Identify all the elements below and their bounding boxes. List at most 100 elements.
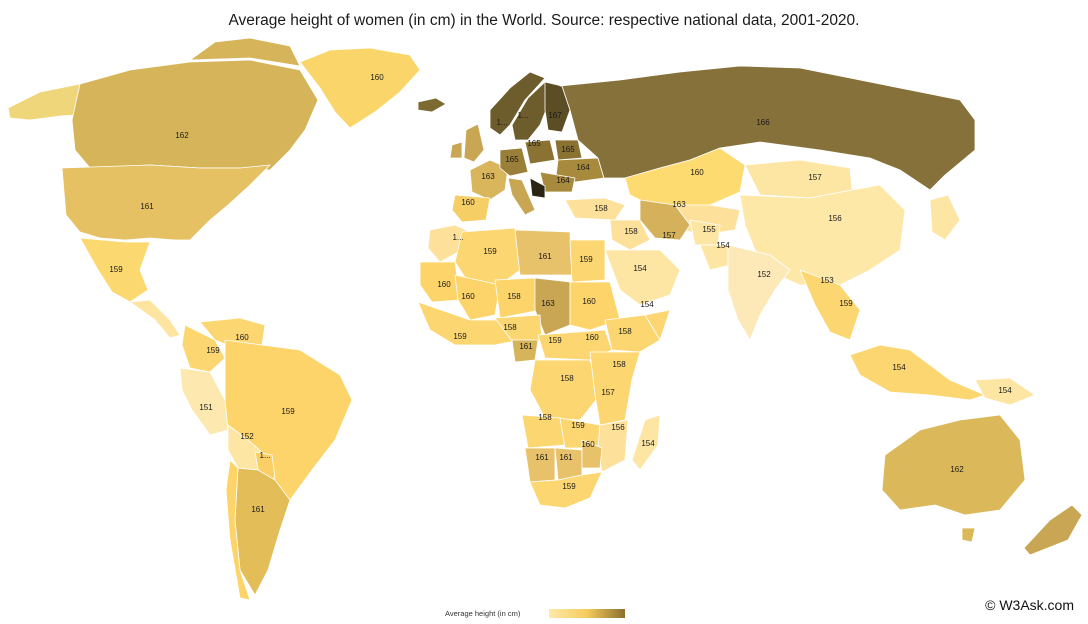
height-label-saudi: 154 — [633, 264, 647, 273]
ethiopia-shape — [604, 314, 661, 353]
height-label-botswana: 161 — [559, 453, 573, 462]
height-label-iraq-east: 157 — [662, 231, 676, 240]
height-label-south-sudan: 160 — [585, 333, 599, 342]
chile-shape — [225, 459, 251, 601]
height-label-sweden: 1... — [517, 111, 528, 120]
height-labels: 160 162 161 159 160 159 151 159 152 1... 161 1... 1.… — [109, 73, 1012, 514]
belarus-shape — [554, 139, 583, 161]
height-label-namibia: 161 — [535, 453, 549, 462]
indonesia-shape — [849, 344, 986, 401]
east-africa-shape — [589, 351, 641, 426]
legend-label: Average height (in cm) — [445, 609, 521, 618]
height-label-madagascar: 154 — [641, 439, 655, 448]
new-zealand-shape — [1023, 504, 1083, 556]
japan-shape — [929, 194, 961, 241]
height-label-thailand: 159 — [839, 299, 853, 308]
height-label-france: 163 — [481, 172, 495, 181]
height-label-niger: 158 — [507, 292, 521, 301]
norway-shape — [489, 71, 546, 136]
height-label-mongolia: 157 — [808, 173, 822, 182]
madagascar-shape — [631, 414, 661, 471]
height-label-romania: 164 — [556, 176, 570, 185]
australia-shape — [881, 414, 1026, 516]
papua-shape — [974, 377, 1036, 406]
height-label-norway: 1... — [496, 118, 507, 127]
saudi-shape — [604, 249, 681, 306]
ireland-shape — [449, 141, 463, 159]
height-label-sudan: 160 — [582, 297, 596, 306]
west-africa-shape — [417, 301, 521, 346]
country-shapes — [7, 37, 1083, 601]
height-label-iraq: 158 — [624, 227, 638, 236]
height-label-spain: 160 — [461, 198, 475, 207]
height-label-mauritania: 160 — [437, 280, 451, 289]
height-label-venezuela: 160 — [235, 333, 249, 342]
height-label-argentina: 161 — [251, 505, 265, 514]
height-label-bolivia: 152 — [240, 432, 254, 441]
height-label-iran: 163 — [672, 200, 686, 209]
zimbabwe-shape — [581, 439, 603, 469]
height-label-finland: 167 — [548, 111, 562, 120]
canada-shape — [71, 59, 319, 171]
height-label-libya: 161 — [538, 252, 552, 261]
height-label-pakistan: 154 — [716, 241, 730, 250]
mozambique-shape — [597, 419, 629, 473]
france-shape — [469, 159, 509, 201]
height-label-mali: 160 — [461, 292, 475, 301]
height-label-germany: 165 — [505, 155, 519, 164]
height-label-morocco: 1... — [452, 233, 463, 242]
height-label-greenland: 160 — [370, 73, 384, 82]
usa-shape — [61, 164, 271, 241]
height-label-algeria: 159 — [483, 247, 497, 256]
mauritania-shape — [419, 261, 461, 303]
height-label-yemen: 154 — [640, 300, 654, 309]
height-label-brazil: 159 — [281, 407, 295, 416]
uk-shape — [463, 123, 485, 163]
height-label-india: 152 — [757, 270, 771, 279]
height-label-china: 156 — [828, 214, 842, 223]
iraq-shape — [609, 219, 651, 251]
height-label-kazakhstan: 160 — [690, 168, 704, 177]
canada-islands-shape — [189, 37, 301, 67]
chad-shape — [534, 277, 571, 336]
algeria-shape — [454, 227, 521, 286]
egypt-shape — [569, 239, 606, 283]
horn-shape — [644, 309, 671, 341]
poland-shape — [524, 139, 556, 165]
mexico-shape — [79, 237, 151, 303]
legend-color-scale — [549, 609, 625, 618]
height-label-australia: 162 — [950, 465, 964, 474]
height-label-tanzania: 157 — [601, 388, 615, 397]
map-title: Average height of women (in cm) in the W… — [228, 12, 860, 29]
germany-shape — [499, 147, 529, 177]
height-label-angola: 158 — [538, 413, 552, 422]
height-label-zambia: 159 — [571, 421, 585, 430]
height-label-belarus: 165 — [561, 145, 575, 154]
china-shape — [739, 184, 906, 286]
height-label-russia: 166 — [756, 118, 770, 127]
height-label-chad: 163 — [541, 299, 555, 308]
drc-shape — [529, 359, 601, 421]
india-shape — [727, 244, 791, 341]
peru-shape — [179, 367, 229, 436]
se-asia-shape — [799, 269, 861, 341]
italy-shape — [507, 177, 536, 216]
height-label-mozambique: 156 — [611, 423, 625, 432]
spain-shape — [451, 194, 491, 223]
height-label-cameroon: 161 — [519, 342, 533, 351]
height-label-mexico: 159 — [109, 265, 123, 274]
height-label-usa: 161 — [140, 202, 154, 211]
height-label-papua: 154 — [998, 386, 1012, 395]
credit-text: © W3Ask.com — [985, 597, 1074, 613]
balkans-shape — [529, 177, 546, 199]
tasmania-shape — [961, 527, 976, 543]
height-label-afghanistan: 155 — [702, 225, 716, 234]
south-africa-shape — [529, 471, 603, 509]
height-label-drc: 158 — [560, 374, 574, 383]
height-label-turkey: 158 — [594, 204, 608, 213]
russia-shape — [559, 65, 976, 191]
height-label-indonesia: 154 — [892, 363, 906, 372]
height-label-egypt: 159 — [579, 255, 593, 264]
height-label-peru: 151 — [199, 403, 213, 412]
